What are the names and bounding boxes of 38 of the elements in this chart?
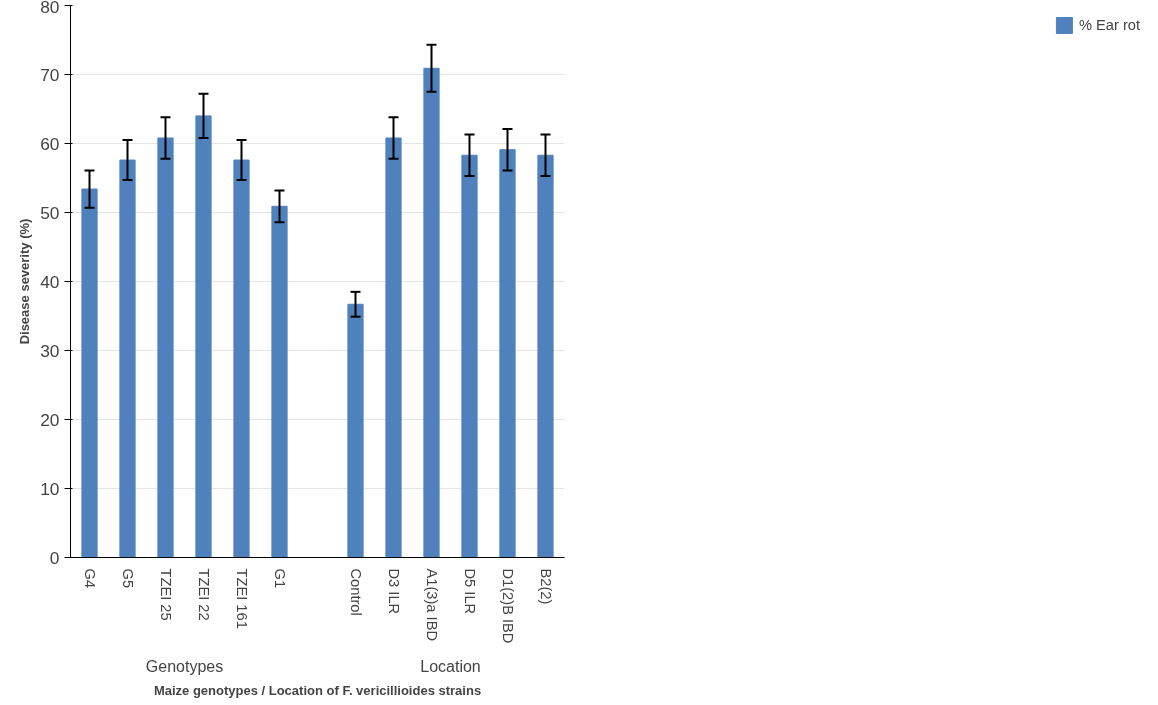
text: Genotypes [145, 657, 224, 675]
x-tick-label: A1(3)a IBD [423, 568, 440, 641]
y-tick-label: 80 [40, 0, 60, 17]
x-tick-label: D3 ILR [385, 568, 402, 615]
legend-label: % Ear rot [1078, 17, 1140, 33]
bar [271, 205, 288, 558]
bar [423, 67, 440, 558]
bar [499, 149, 516, 558]
y-tick-label: 0 [49, 547, 60, 568]
bar [385, 137, 402, 558]
bar [537, 154, 554, 558]
bar [233, 159, 250, 558]
x-tick-label: Control [347, 568, 364, 616]
bar [347, 303, 364, 558]
x-tick-label: TZEI 25 [157, 568, 174, 621]
x-tick-label: G1 [271, 568, 288, 589]
x-tick-label: G5 [119, 568, 136, 589]
x-tick-label: G4 [81, 568, 98, 589]
x-tick-label: TZEI 22 [195, 568, 212, 621]
y-axis-title: Disease severity (%) [17, 218, 33, 345]
text: Location [420, 657, 481, 675]
y-tick-label: 10 [40, 478, 60, 499]
bar [119, 159, 136, 558]
y-tick-label: 70 [40, 64, 60, 85]
bar [81, 188, 98, 558]
x-axis-title: Maize genotypes / Location of F. vericillioides strains [153, 682, 482, 698]
x-tick-label: B2(2) [537, 568, 554, 605]
x-tick-label: TZEI 161 [233, 568, 250, 629]
x-tick-label: D5 ILR [461, 568, 478, 615]
y-tick-label: 30 [40, 340, 60, 361]
x-tick-label: D1(2)B IBD [499, 568, 516, 644]
y-tick-label: 60 [40, 133, 60, 154]
bar [157, 137, 174, 558]
bar [195, 115, 212, 558]
y-tick-label: 50 [40, 202, 60, 223]
bar [461, 154, 478, 558]
y-tick-label: 40 [40, 271, 60, 292]
y-tick-label: 20 [40, 409, 60, 430]
